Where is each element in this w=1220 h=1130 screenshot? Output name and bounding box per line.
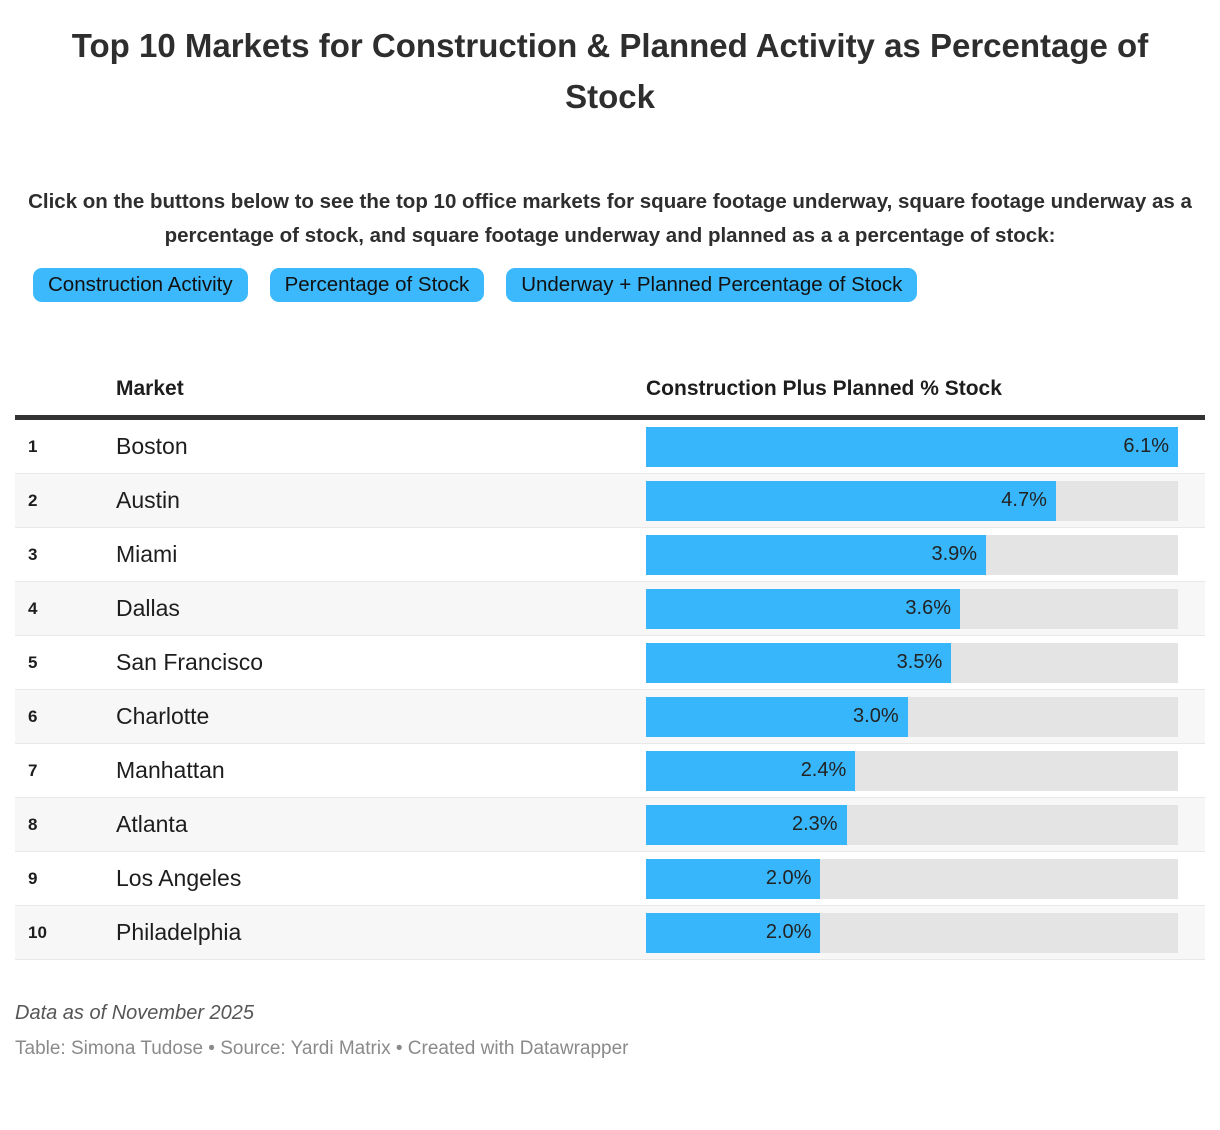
table-row: 6 Charlotte 3.0% [15,690,1205,744]
table-row: 9 Los Angeles 2.0% [15,852,1205,906]
row-rank: 8 [28,814,38,834]
markets-table: Market Construction Plus Planned % Stock… [15,363,1205,960]
row-rank: 9 [28,868,38,888]
table-row: 8 Atlanta 2.3% [15,798,1205,852]
row-market-name: Boston [116,433,188,459]
row-bar-cell: 4.7% [646,480,1178,521]
row-bar-cell: 3.0% [646,696,1178,737]
row-market-name: Miami [116,541,178,567]
row-market-name: Charlotte [116,703,210,729]
bar-track: 3.0% [646,696,1178,737]
bar-fill: 4.7% [646,480,1056,521]
table-row: 3 Miami 3.9% [15,528,1205,582]
row-rank: 5 [28,652,38,672]
bar-value-label: 3.5% [896,651,943,673]
row-rank: 6 [28,706,38,726]
bar-value-label: 6.1% [1123,435,1169,457]
bar-value-label: 2.3% [791,813,838,835]
column-header-market: Market [116,377,184,400]
bar-fill: 3.6% [646,588,960,629]
bar-value-label: 4.7% [1001,489,1047,511]
bar-fill: 3.0% [646,696,908,737]
chart-description: Click on the buttons below to see the to… [28,190,1192,247]
row-market-name: Los Angeles [116,865,242,891]
row-bar-cell: 3.9% [646,534,1178,575]
row-rank: 2 [28,490,38,510]
row-rank: 10 [28,922,47,942]
table-body: 1 Boston 6.1% 2 Austin 4.7% 3 Miami [15,420,1205,960]
bar-value-label: 3.0% [853,705,899,727]
bar-track: 2.0% [646,858,1178,899]
row-bar-cell: 3.5% [646,642,1178,683]
bar-fill: 2.0% [646,858,821,899]
underway-planned-percentage-button[interactable]: Underway + Planned Percentage of Stock [506,268,918,302]
row-bar-cell: 3.6% [646,588,1178,629]
column-header-value: Construction Plus Planned % Stock [646,377,1002,400]
bar-value-label: 2.0% [765,921,812,943]
row-bar-cell: 2.4% [646,750,1178,791]
bar-value-label: 3.6% [905,597,951,619]
row-bar-cell: 2.0% [646,858,1178,899]
table-row: 5 San Francisco 3.5% [15,636,1205,690]
row-bar-cell: 2.3% [646,804,1178,845]
row-market-name: Manhattan [116,757,225,783]
row-bar-cell: 6.1% [646,426,1178,467]
bar-track: 2.0% [646,912,1178,953]
bar-value-label: 2.0% [765,867,812,889]
row-rank: 7 [28,760,38,780]
bar-fill: 6.1% [646,426,1178,467]
table-row: 1 Boston 6.1% [15,420,1205,474]
chart-container: Top 10 Markets for Construction & Planne… [0,20,1220,1130]
row-rank: 4 [28,598,38,618]
filter-buttons: Construction Activity Percentage of Stoc… [33,268,1220,302]
bar-track: 3.5% [646,642,1178,683]
table-header-row: Market Construction Plus Planned % Stock [15,363,1205,420]
data-note: Data as of November 2025 [15,1002,255,1024]
row-market-name: San Francisco [116,649,264,675]
bar-fill: 2.3% [646,804,847,845]
bar-value-label: 2.4% [800,759,847,781]
row-rank: 3 [28,544,38,564]
bar-value-label: 3.9% [931,543,978,565]
table-row: 2 Austin 4.7% [15,474,1205,528]
row-market-name: Philadelphia [116,919,242,945]
bar-track: 3.6% [646,588,1178,629]
bar-track: 4.7% [646,480,1178,521]
bar-track: 6.1% [646,426,1178,467]
row-market-name: Austin [116,487,180,513]
bar-fill: 2.0% [646,912,821,953]
chart-footer: Data as of November 2025 Table: Simona T… [15,1002,1220,1060]
bar-track: 3.9% [646,534,1178,575]
bar-track: 2.4% [646,750,1178,791]
percentage-of-stock-button[interactable]: Percentage of Stock [269,268,485,302]
bar-fill: 3.9% [646,534,987,575]
table-row: 10 Philadelphia 2.0% [15,906,1205,960]
row-market-name: Dallas [116,595,180,621]
bar-track: 2.3% [646,804,1178,845]
table-row: 4 Dallas 3.6% [15,582,1205,636]
bar-fill: 3.5% [646,642,952,683]
row-market-name: Atlanta [116,811,188,837]
row-rank: 1 [28,436,38,456]
chart-title: Top 10 Markets for Construction & Planne… [71,27,1149,115]
row-bar-cell: 2.0% [646,912,1178,953]
attribution: Table: Simona Tudose • Source: Yardi Mat… [15,1038,629,1059]
construction-activity-button[interactable]: Construction Activity [33,268,248,302]
table-row: 7 Manhattan 2.4% [15,744,1205,798]
bar-fill: 2.4% [646,750,856,791]
